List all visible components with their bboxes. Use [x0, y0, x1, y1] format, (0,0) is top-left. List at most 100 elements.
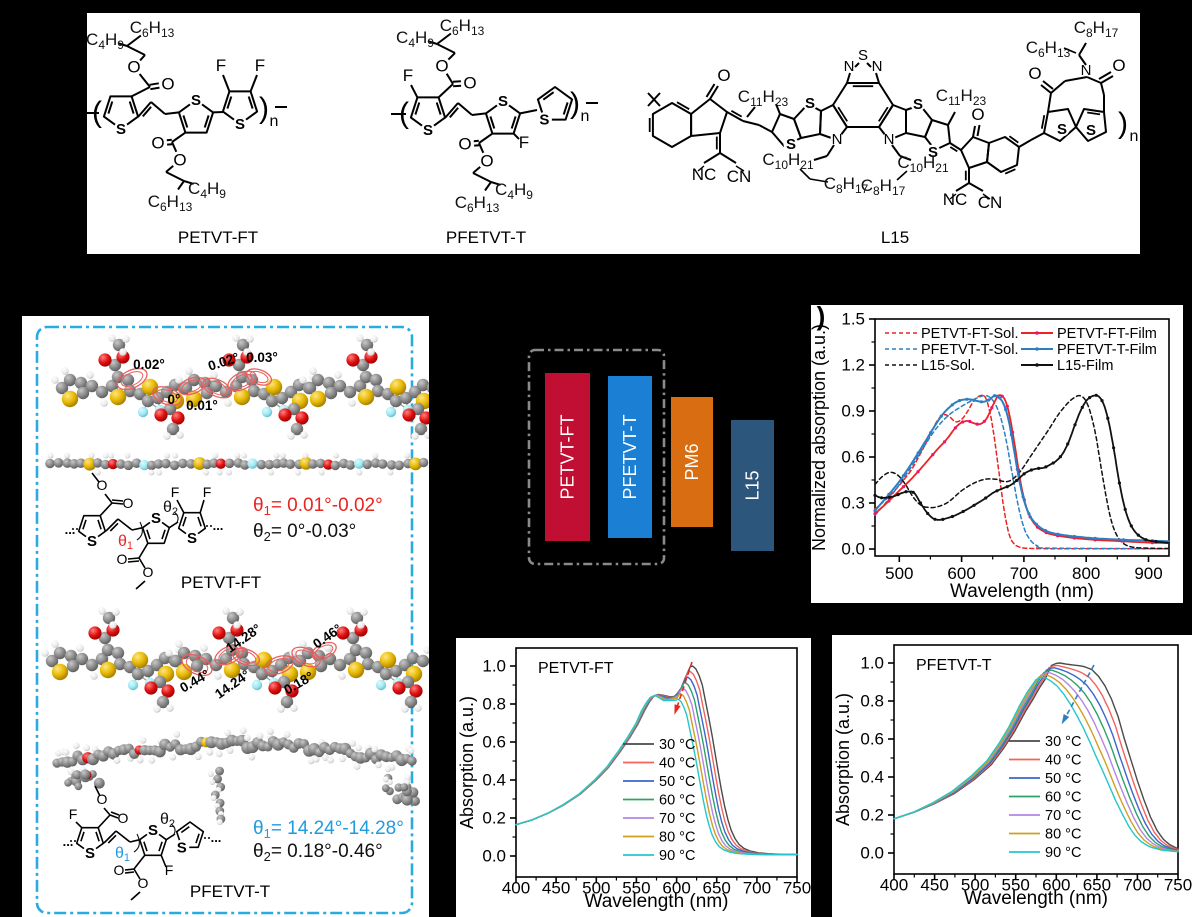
- svg-text:PETVT-FT: PETVT-FT: [181, 573, 261, 592]
- svg-text:Normalized absorption (a.u.): Normalized absorption (a.u.): [811, 324, 829, 551]
- svg-text:S: S: [151, 510, 161, 527]
- svg-text:0.4: 0.4: [482, 771, 506, 790]
- svg-text:800: 800: [1072, 564, 1100, 583]
- svg-text:40 °C: 40 °C: [659, 756, 695, 772]
- svg-text:500: 500: [582, 879, 610, 898]
- svg-text:0.02°: 0.02°: [133, 357, 165, 372]
- svg-text:θ1= 14.24°-14.28°: θ1= 14.24°-14.28°: [253, 818, 404, 841]
- svg-text:C4​H9​: C4​H9​: [495, 180, 533, 202]
- svg-text:Wavelength (nm): Wavelength (nm): [964, 888, 1108, 909]
- svg-text:NC: NC: [943, 190, 968, 209]
- svg-text:0.0: 0.0: [841, 540, 865, 559]
- svg-text:S: S: [1057, 121, 1067, 138]
- svg-text:450: 450: [542, 879, 570, 898]
- svg-text:S: S: [498, 93, 508, 110]
- svg-text:50 °C: 50 °C: [1045, 771, 1081, 787]
- svg-text:PETVT-FT: PETVT-FT: [538, 660, 614, 677]
- svg-text:): ): [259, 92, 269, 125]
- svg-text:F: F: [519, 133, 529, 152]
- svg-text:): ): [817, 305, 826, 331]
- svg-text:0.2: 0.2: [482, 809, 506, 828]
- svg-text:PFETVT-T: PFETVT-T: [190, 882, 270, 901]
- svg-text:Absorption (a.u.): Absorption (a.u.): [833, 693, 853, 826]
- svg-text:70 °C: 70 °C: [1045, 808, 1081, 824]
- svg-text:): ): [570, 87, 580, 120]
- svg-text:F: F: [203, 484, 212, 500]
- svg-text:N: N: [844, 58, 855, 75]
- svg-text:S: S: [177, 839, 187, 856]
- svg-text:S: S: [116, 121, 126, 138]
- svg-text:O: O: [1112, 56, 1125, 75]
- svg-text:...: ...: [63, 834, 74, 849]
- svg-text:O: O: [717, 66, 730, 85]
- svg-text:0°: 0°: [168, 392, 181, 407]
- svg-text:F: F: [255, 56, 265, 75]
- svg-text:Wavelength (nm): Wavelength (nm): [950, 581, 1094, 602]
- svg-text:CN: CN: [978, 193, 1003, 212]
- svg-text:O: O: [97, 477, 108, 493]
- svg-text:600: 600: [662, 879, 690, 898]
- svg-text:750: 750: [783, 879, 811, 898]
- svg-text:NC: NC: [692, 165, 717, 184]
- svg-text:S: S: [805, 95, 815, 112]
- svg-text:S: S: [87, 533, 97, 550]
- svg-text:S: S: [423, 122, 433, 139]
- svg-text:700: 700: [743, 879, 771, 898]
- svg-text:O: O: [173, 151, 186, 170]
- svg-text:PM6: PM6: [682, 443, 702, 480]
- svg-text:60 °C: 60 °C: [659, 793, 695, 809]
- svg-text:750: 750: [1164, 876, 1192, 895]
- svg-text:0.03°: 0.03°: [246, 350, 278, 365]
- svg-text:...: ...: [213, 518, 224, 533]
- svg-text:0.4: 0.4: [860, 768, 884, 787]
- svg-text:F: F: [216, 56, 226, 75]
- svg-text:S: S: [1086, 122, 1096, 139]
- svg-text:F: F: [69, 806, 78, 822]
- svg-text:400: 400: [880, 876, 908, 895]
- svg-text:1.0: 1.0: [860, 654, 884, 673]
- svg-text:C4​H9​: C4​H9​: [188, 179, 226, 201]
- svg-text:500: 500: [961, 876, 989, 895]
- svg-text:): ): [1118, 107, 1128, 140]
- svg-text:L15-Film: L15-Film: [1057, 358, 1113, 374]
- svg-text:...: ...: [211, 830, 222, 845]
- svg-text:O: O: [114, 862, 125, 878]
- svg-text:S: S: [148, 822, 158, 839]
- svg-text:O: O: [971, 105, 984, 124]
- svg-text:600: 600: [947, 564, 975, 583]
- svg-text:C4​H9​: C4​H9​: [396, 28, 434, 50]
- svg-text:O: O: [458, 135, 471, 154]
- svg-text:80 °C: 80 °C: [1045, 827, 1081, 843]
- svg-text:O: O: [435, 57, 448, 76]
- svg-text:0.0: 0.0: [482, 847, 506, 866]
- svg-text:PETVT-FT-Film: PETVT-FT-Film: [1057, 326, 1157, 342]
- svg-text:PFETVT-T-Film: PFETVT-T-Film: [1057, 342, 1157, 358]
- svg-text:N: N: [1081, 62, 1092, 79]
- svg-text:0.6: 0.6: [860, 730, 884, 749]
- svg-text:0.8: 0.8: [860, 692, 884, 711]
- svg-text:PFETVT-T: PFETVT-T: [446, 228, 526, 247]
- svg-text:0.9: 0.9: [841, 402, 865, 421]
- svg-text:PFETVT-T-Sol.: PFETVT-T-Sol.: [921, 342, 1019, 358]
- svg-text:550: 550: [1002, 876, 1030, 895]
- svg-text:700: 700: [1010, 564, 1038, 583]
- svg-text:L15: L15: [743, 470, 763, 500]
- svg-text:60 °C: 60 °C: [1045, 790, 1081, 806]
- svg-text:PFETVT-T: PFETVT-T: [620, 414, 640, 499]
- svg-text:500: 500: [885, 564, 913, 583]
- svg-text:900: 900: [1134, 564, 1162, 583]
- svg-text:S: S: [85, 845, 95, 862]
- svg-text:C10​H21​: C10​H21​: [762, 150, 814, 172]
- svg-text:0.01°: 0.01°: [186, 398, 218, 413]
- svg-text:F: F: [165, 862, 174, 878]
- svg-text:40 °C: 40 °C: [1045, 753, 1081, 769]
- svg-text:N: N: [884, 131, 895, 148]
- svg-text:O: O: [118, 810, 129, 826]
- svg-text:O: O: [97, 791, 108, 807]
- svg-text:90 °C: 90 °C: [1045, 845, 1081, 861]
- svg-text:L15-Sol.: L15-Sol.: [921, 358, 975, 374]
- svg-text:30 °C: 30 °C: [1045, 734, 1081, 750]
- svg-text:C4​H9​: C4​H9​: [87, 30, 124, 52]
- svg-text:S: S: [191, 92, 201, 109]
- svg-text:Absorption (a.u.): Absorption (a.u.): [457, 696, 477, 829]
